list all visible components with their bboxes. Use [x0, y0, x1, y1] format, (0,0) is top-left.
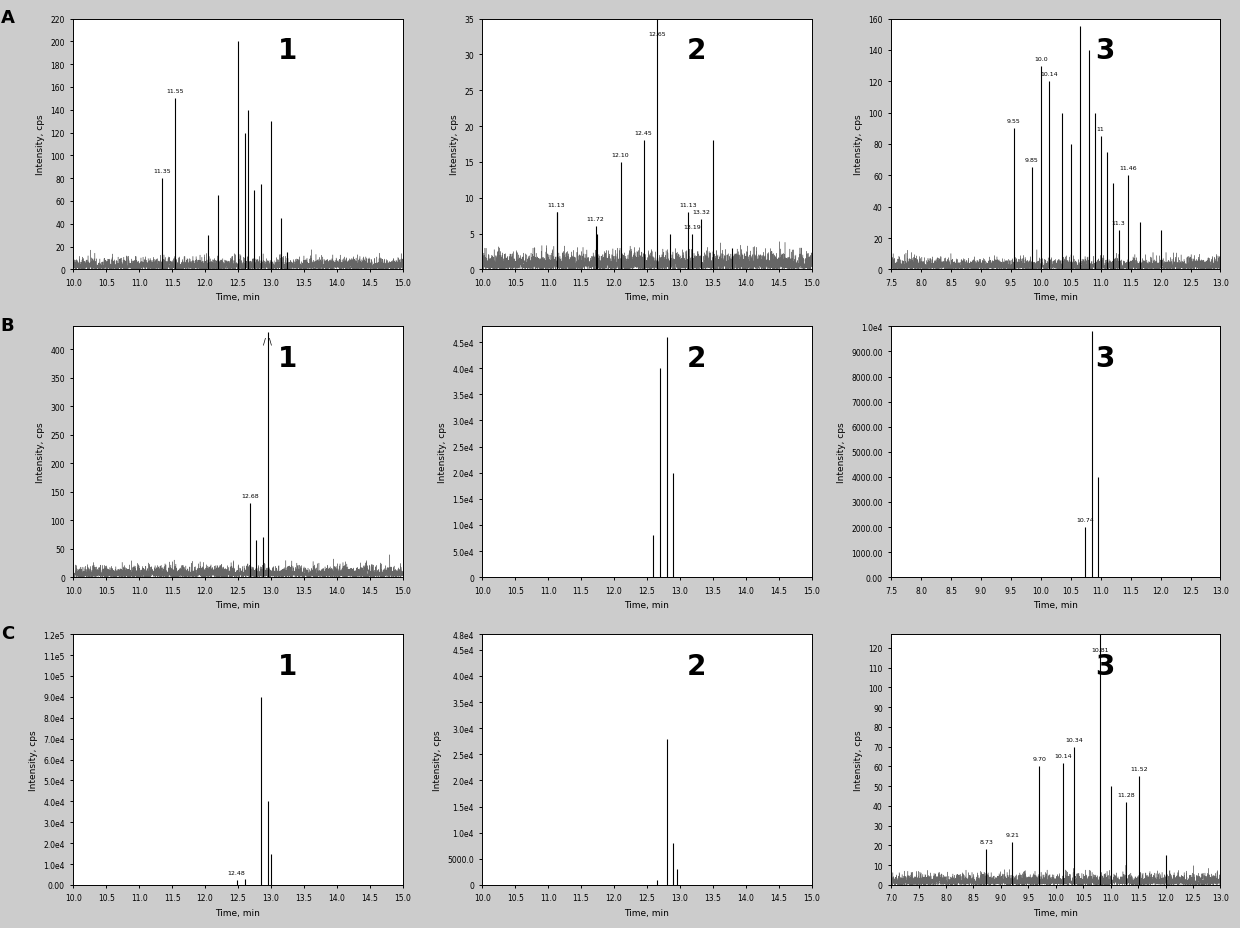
Text: 9.55: 9.55: [1007, 119, 1021, 124]
Y-axis label: Intensity, cps: Intensity, cps: [36, 114, 45, 175]
Text: 3: 3: [1095, 344, 1115, 372]
Y-axis label: Intensity, cps: Intensity, cps: [450, 114, 459, 175]
X-axis label: Time, min: Time, min: [1033, 600, 1079, 610]
Y-axis label: Intensity, cps: Intensity, cps: [854, 729, 863, 790]
Text: C: C: [1, 625, 14, 642]
Text: 2: 2: [687, 37, 706, 65]
Y-axis label: Intensity, cps: Intensity, cps: [433, 729, 441, 790]
X-axis label: Time, min: Time, min: [216, 600, 260, 610]
X-axis label: Time, min: Time, min: [625, 600, 670, 610]
X-axis label: Time, min: Time, min: [625, 293, 670, 302]
Text: 2: 2: [687, 344, 706, 372]
Text: 13.32: 13.32: [692, 210, 709, 215]
Text: 10.0: 10.0: [1034, 57, 1048, 61]
Y-axis label: Intensity, cps: Intensity, cps: [438, 422, 446, 483]
Text: 1: 1: [278, 344, 296, 372]
Text: 10.14: 10.14: [1055, 753, 1073, 757]
Text: 12.65: 12.65: [649, 32, 666, 37]
Text: 11.13: 11.13: [548, 203, 565, 208]
Text: 11.46: 11.46: [1120, 166, 1137, 171]
X-axis label: Time, min: Time, min: [216, 908, 260, 917]
X-axis label: Time, min: Time, min: [1033, 908, 1079, 917]
Text: 11.28: 11.28: [1117, 793, 1135, 797]
X-axis label: Time, min: Time, min: [1033, 293, 1079, 302]
X-axis label: Time, min: Time, min: [625, 908, 670, 917]
Text: A: A: [1, 9, 15, 28]
Text: 10.81: 10.81: [1091, 647, 1109, 652]
Y-axis label: Intensity, cps: Intensity, cps: [29, 729, 37, 790]
Text: 11: 11: [1097, 127, 1105, 132]
Text: 11.13: 11.13: [680, 203, 697, 208]
Text: 9.85: 9.85: [1025, 159, 1039, 163]
Text: 11.52: 11.52: [1131, 767, 1148, 771]
Text: 10.34: 10.34: [1065, 737, 1084, 741]
Text: \: \: [269, 337, 273, 346]
Text: 12.45: 12.45: [635, 131, 652, 136]
Text: 3: 3: [1095, 37, 1115, 65]
Text: 12.68: 12.68: [241, 494, 259, 498]
Text: 2: 2: [687, 652, 706, 680]
X-axis label: Time, min: Time, min: [216, 293, 260, 302]
Text: 11.55: 11.55: [166, 89, 184, 95]
Text: 10.74: 10.74: [1076, 518, 1094, 522]
Y-axis label: Intensity, cps: Intensity, cps: [854, 114, 863, 175]
Text: 12.48: 12.48: [228, 870, 246, 875]
Text: 8.73: 8.73: [980, 840, 993, 844]
Text: /: /: [263, 337, 265, 346]
Text: 13.19: 13.19: [683, 225, 701, 229]
Text: 11.3: 11.3: [1112, 221, 1126, 226]
Text: 3: 3: [1095, 652, 1115, 680]
Y-axis label: Intensity, cps: Intensity, cps: [837, 422, 846, 483]
Text: 12.10: 12.10: [611, 153, 630, 158]
Text: 11.72: 11.72: [587, 217, 604, 222]
Y-axis label: Intensity, cps: Intensity, cps: [36, 422, 45, 483]
Text: B: B: [1, 317, 15, 335]
Text: 9.70: 9.70: [1033, 756, 1047, 762]
Text: 10.14: 10.14: [1040, 72, 1058, 77]
Text: 9.21: 9.21: [1006, 831, 1019, 837]
Text: 1: 1: [278, 37, 296, 65]
Text: 1: 1: [278, 652, 296, 680]
Text: 11.35: 11.35: [154, 169, 171, 174]
